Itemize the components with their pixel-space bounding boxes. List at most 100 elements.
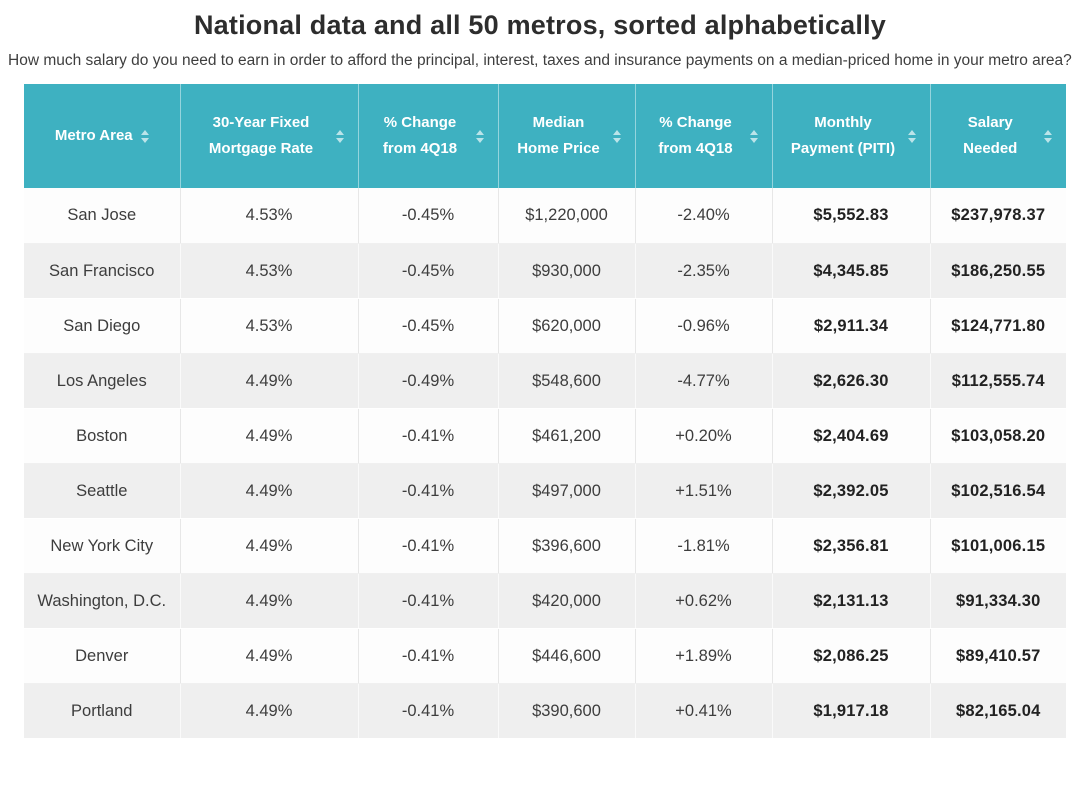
cell: -1.81% <box>635 518 773 574</box>
sort-icon[interactable] <box>1044 129 1052 143</box>
cell: $2,392.05 <box>772 462 931 519</box>
cell: 4.49% <box>180 682 359 739</box>
cell: $1,917.18 <box>772 682 931 739</box>
cell: 4.53% <box>180 188 359 244</box>
cell: $396,600 <box>498 518 636 574</box>
cell: $4,345.85 <box>772 242 931 299</box>
cell: $548,600 <box>498 352 636 409</box>
cell: -0.41% <box>358 462 499 519</box>
cell: -0.96% <box>635 298 773 354</box>
cell: -0.41% <box>358 408 499 464</box>
cell: -0.45% <box>358 188 499 244</box>
cell: Denver <box>24 628 181 684</box>
column-header-median-home-price[interactable]: Median Home Price <box>498 84 636 189</box>
cell: Boston <box>24 408 181 464</box>
cell: 4.49% <box>180 352 359 409</box>
cell: Washington, D.C. <box>24 572 181 629</box>
cell: Los Angeles <box>24 352 181 409</box>
table-row: San Jose 4.53% -0.45% $1,220,000 -2.40% $5,55… <box>24 188 1066 244</box>
cell: $112,555.74 <box>930 352 1066 409</box>
column-header-change-from-4q18[interactable]: % Change from 4Q18 <box>635 84 773 189</box>
cell: -0.41% <box>358 682 499 739</box>
cell: -2.35% <box>635 242 773 299</box>
metros-table-container: Metro Area 30-Year Fixed Mortgage Rate % C… <box>24 84 1066 739</box>
cell: $620,000 <box>498 298 636 354</box>
cell: -0.45% <box>358 242 499 299</box>
cell: -0.49% <box>358 352 499 409</box>
cell: -4.77% <box>635 352 773 409</box>
table-body: San Jose 4.53% -0.45% $1,220,000 -2.40% $5,55… <box>24 188 1066 739</box>
cell: $124,771.80 <box>930 298 1066 354</box>
cell: 4.49% <box>180 462 359 519</box>
sort-icon[interactable] <box>907 129 916 143</box>
table-row: Denver 4.49% -0.41% $446,600 +1.89% $2,086.25… <box>24 628 1066 684</box>
table-row: Washington, D.C. 4.49% -0.41% $420,000 +0.62… <box>24 572 1066 629</box>
column-header-monthly-payment-piti[interactable]: Monthly Payment (PITI) <box>772 84 931 189</box>
column-header-label: Salary Needed <box>963 114 1018 158</box>
cell: $101,006.15 <box>930 518 1066 574</box>
column-header-salary-needed[interactable]: Salary Needed <box>930 84 1066 189</box>
table-row: San Diego 4.53% -0.45% $620,000 -0.96% $2,911… <box>24 298 1066 354</box>
page-title: National data and all 50 metros, sorted … <box>193 10 886 40</box>
cell: $1,220,000 <box>498 188 636 244</box>
cell: 4.53% <box>180 242 359 299</box>
column-header-30-year-fixed-mortgage-rate[interactable]: 30-Year Fixed Mortgage Rate <box>180 84 359 189</box>
sort-icon[interactable] <box>140 129 149 143</box>
cell: San Diego <box>24 298 181 354</box>
cell: $420,000 <box>498 572 636 629</box>
cell: $103,058.20 <box>930 408 1066 464</box>
cell: $390,600 <box>498 682 636 739</box>
column-header-label: Median Home Price <box>517 114 600 158</box>
cell: $102,516.54 <box>930 462 1066 519</box>
cell: $461,200 <box>498 408 636 464</box>
column-header-label: 30-Year Fixed Mortgage Rate <box>208 114 314 158</box>
cell: $930,000 <box>498 242 636 299</box>
cell: $2,086.25 <box>772 628 931 684</box>
metros-table: Metro Area 30-Year Fixed Mortgage Rate % C… <box>24 84 1066 739</box>
header-row: Metro Area 30-Year Fixed Mortgage Rate % C… <box>24 84 1066 189</box>
cell: -0.45% <box>358 298 499 354</box>
cell: 4.49% <box>180 518 359 574</box>
cell: $2,356.81 <box>772 518 931 574</box>
page-subtitle: How much salary do you need to earn in o… <box>8 52 1072 69</box>
cell: $237,978.37 <box>930 188 1066 244</box>
column-header-label: Metro Area <box>54 127 133 145</box>
sort-icon[interactable] <box>475 129 484 143</box>
cell: $2,626.30 <box>772 352 931 409</box>
cell: Seattle <box>24 462 181 519</box>
column-header-label: % Change from 4Q18 <box>658 114 733 158</box>
cell: -0.41% <box>358 628 499 684</box>
table-row: Portland 4.49% -0.41% $390,600 +0.41% $1,917.… <box>24 682 1066 739</box>
cell: 4.53% <box>180 298 359 354</box>
cell: $91,334.30 <box>930 572 1066 629</box>
sort-icon[interactable] <box>612 129 621 143</box>
table-row: Los Angeles 4.49% -0.49% $548,600 -4.77% $2,6… <box>24 352 1066 409</box>
table-row: San Francisco 4.53% -0.45% $930,000 -2.35% $4… <box>24 242 1066 299</box>
cell: 4.49% <box>180 572 359 629</box>
column-header-label: Monthly Payment (PITI) <box>790 114 896 158</box>
cell: 4.49% <box>180 408 359 464</box>
cell: +1.51% <box>635 462 773 519</box>
cell: San Francisco <box>24 242 181 299</box>
sort-icon[interactable] <box>749 129 758 143</box>
cell: -2.40% <box>635 188 773 244</box>
column-header-metro-area[interactable]: Metro Area <box>24 84 181 189</box>
cell: $89,410.57 <box>930 628 1066 684</box>
cell: $2,404.69 <box>772 408 931 464</box>
cell: 4.49% <box>180 628 359 684</box>
cell: +0.62% <box>635 572 773 629</box>
cell: $186,250.55 <box>930 242 1066 299</box>
cell: $497,000 <box>498 462 636 519</box>
sort-icon[interactable] <box>335 129 344 143</box>
table-header: Metro Area 30-Year Fixed Mortgage Rate % C… <box>24 84 1066 189</box>
cell: $446,600 <box>498 628 636 684</box>
cell: -0.41% <box>358 518 499 574</box>
cell: $2,131.13 <box>772 572 931 629</box>
cell: +0.41% <box>635 682 773 739</box>
cell: $2,911.34 <box>772 298 931 354</box>
cell: +0.20% <box>635 408 773 464</box>
cell: -0.41% <box>358 572 499 629</box>
column-header-change-from-4q18[interactable]: % Change from 4Q18 <box>358 84 499 189</box>
cell: $82,165.04 <box>930 682 1066 739</box>
cell: +1.89% <box>635 628 773 684</box>
